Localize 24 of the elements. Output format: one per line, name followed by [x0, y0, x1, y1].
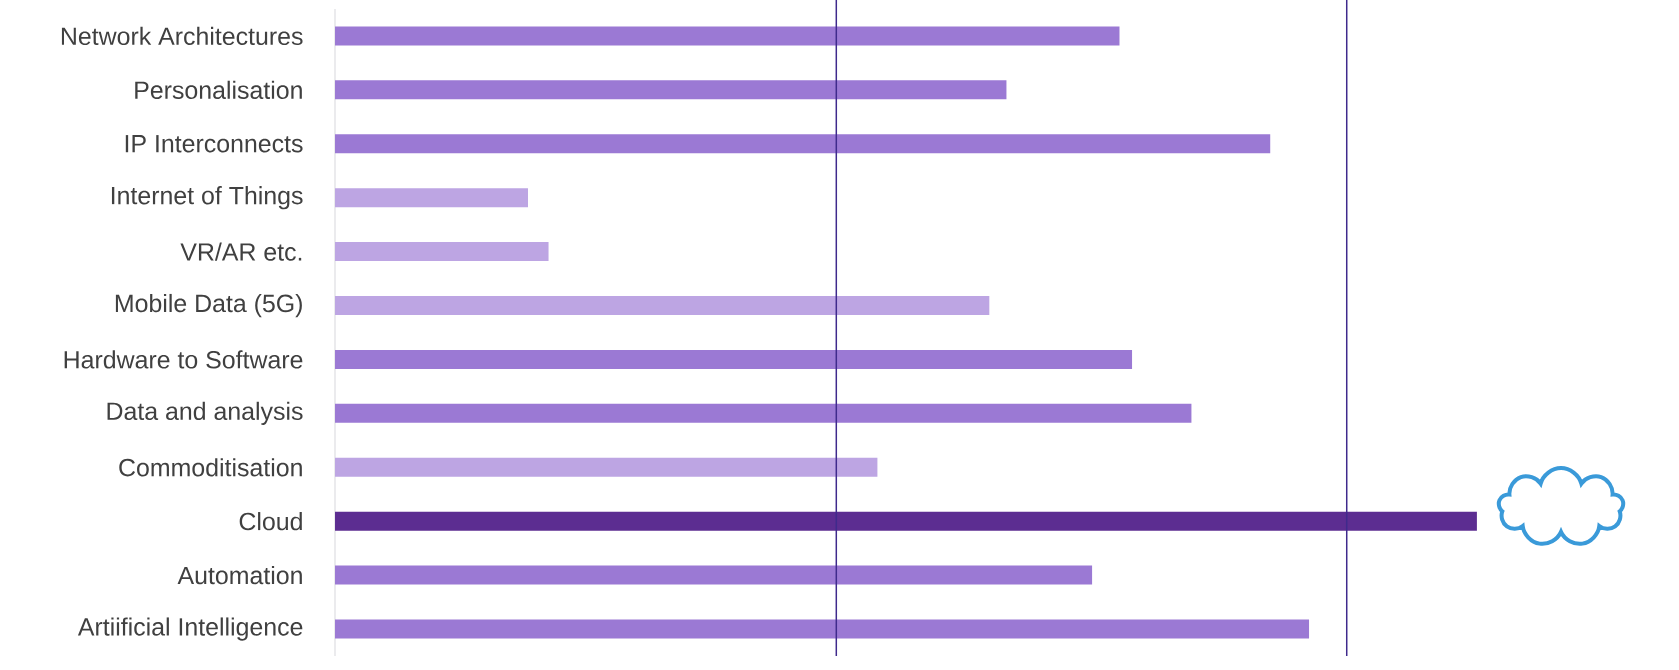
- y-tick-label: Cloud: [239, 512, 302, 531]
- y-tick-label: Network Architectures: [61, 26, 303, 46]
- bar: [335, 511, 1477, 531]
- bar: [335, 26, 1120, 46]
- bar: [335, 242, 549, 262]
- bar: [335, 619, 1310, 639]
- y-tick-label: Hardware to Software: [64, 350, 303, 369]
- y-tick-label: Commoditisation: [119, 458, 302, 477]
- y-tick-label: Personalisation: [135, 80, 302, 100]
- bar: [335, 134, 1271, 154]
- y-tick-label: Artiificial Intelligence: [77, 617, 303, 641]
- y-tick-label: IP Interconnects: [125, 135, 303, 153]
- bar: [335, 457, 878, 477]
- bar: [335, 403, 1192, 423]
- y-tick-label: Data and analysis: [107, 401, 303, 425]
- y-tick-label: VR/AR etc.: [180, 242, 302, 261]
- bar: [335, 296, 990, 316]
- bar: [335, 80, 1007, 100]
- bar: [335, 188, 528, 208]
- bar: [335, 349, 1133, 369]
- y-tick-label: Automation: [177, 565, 302, 585]
- y-tick-label: Internet of Things: [111, 186, 303, 210]
- bar: [335, 565, 1093, 585]
- y-tick-label: Mobile Data (5G): [115, 293, 302, 318]
